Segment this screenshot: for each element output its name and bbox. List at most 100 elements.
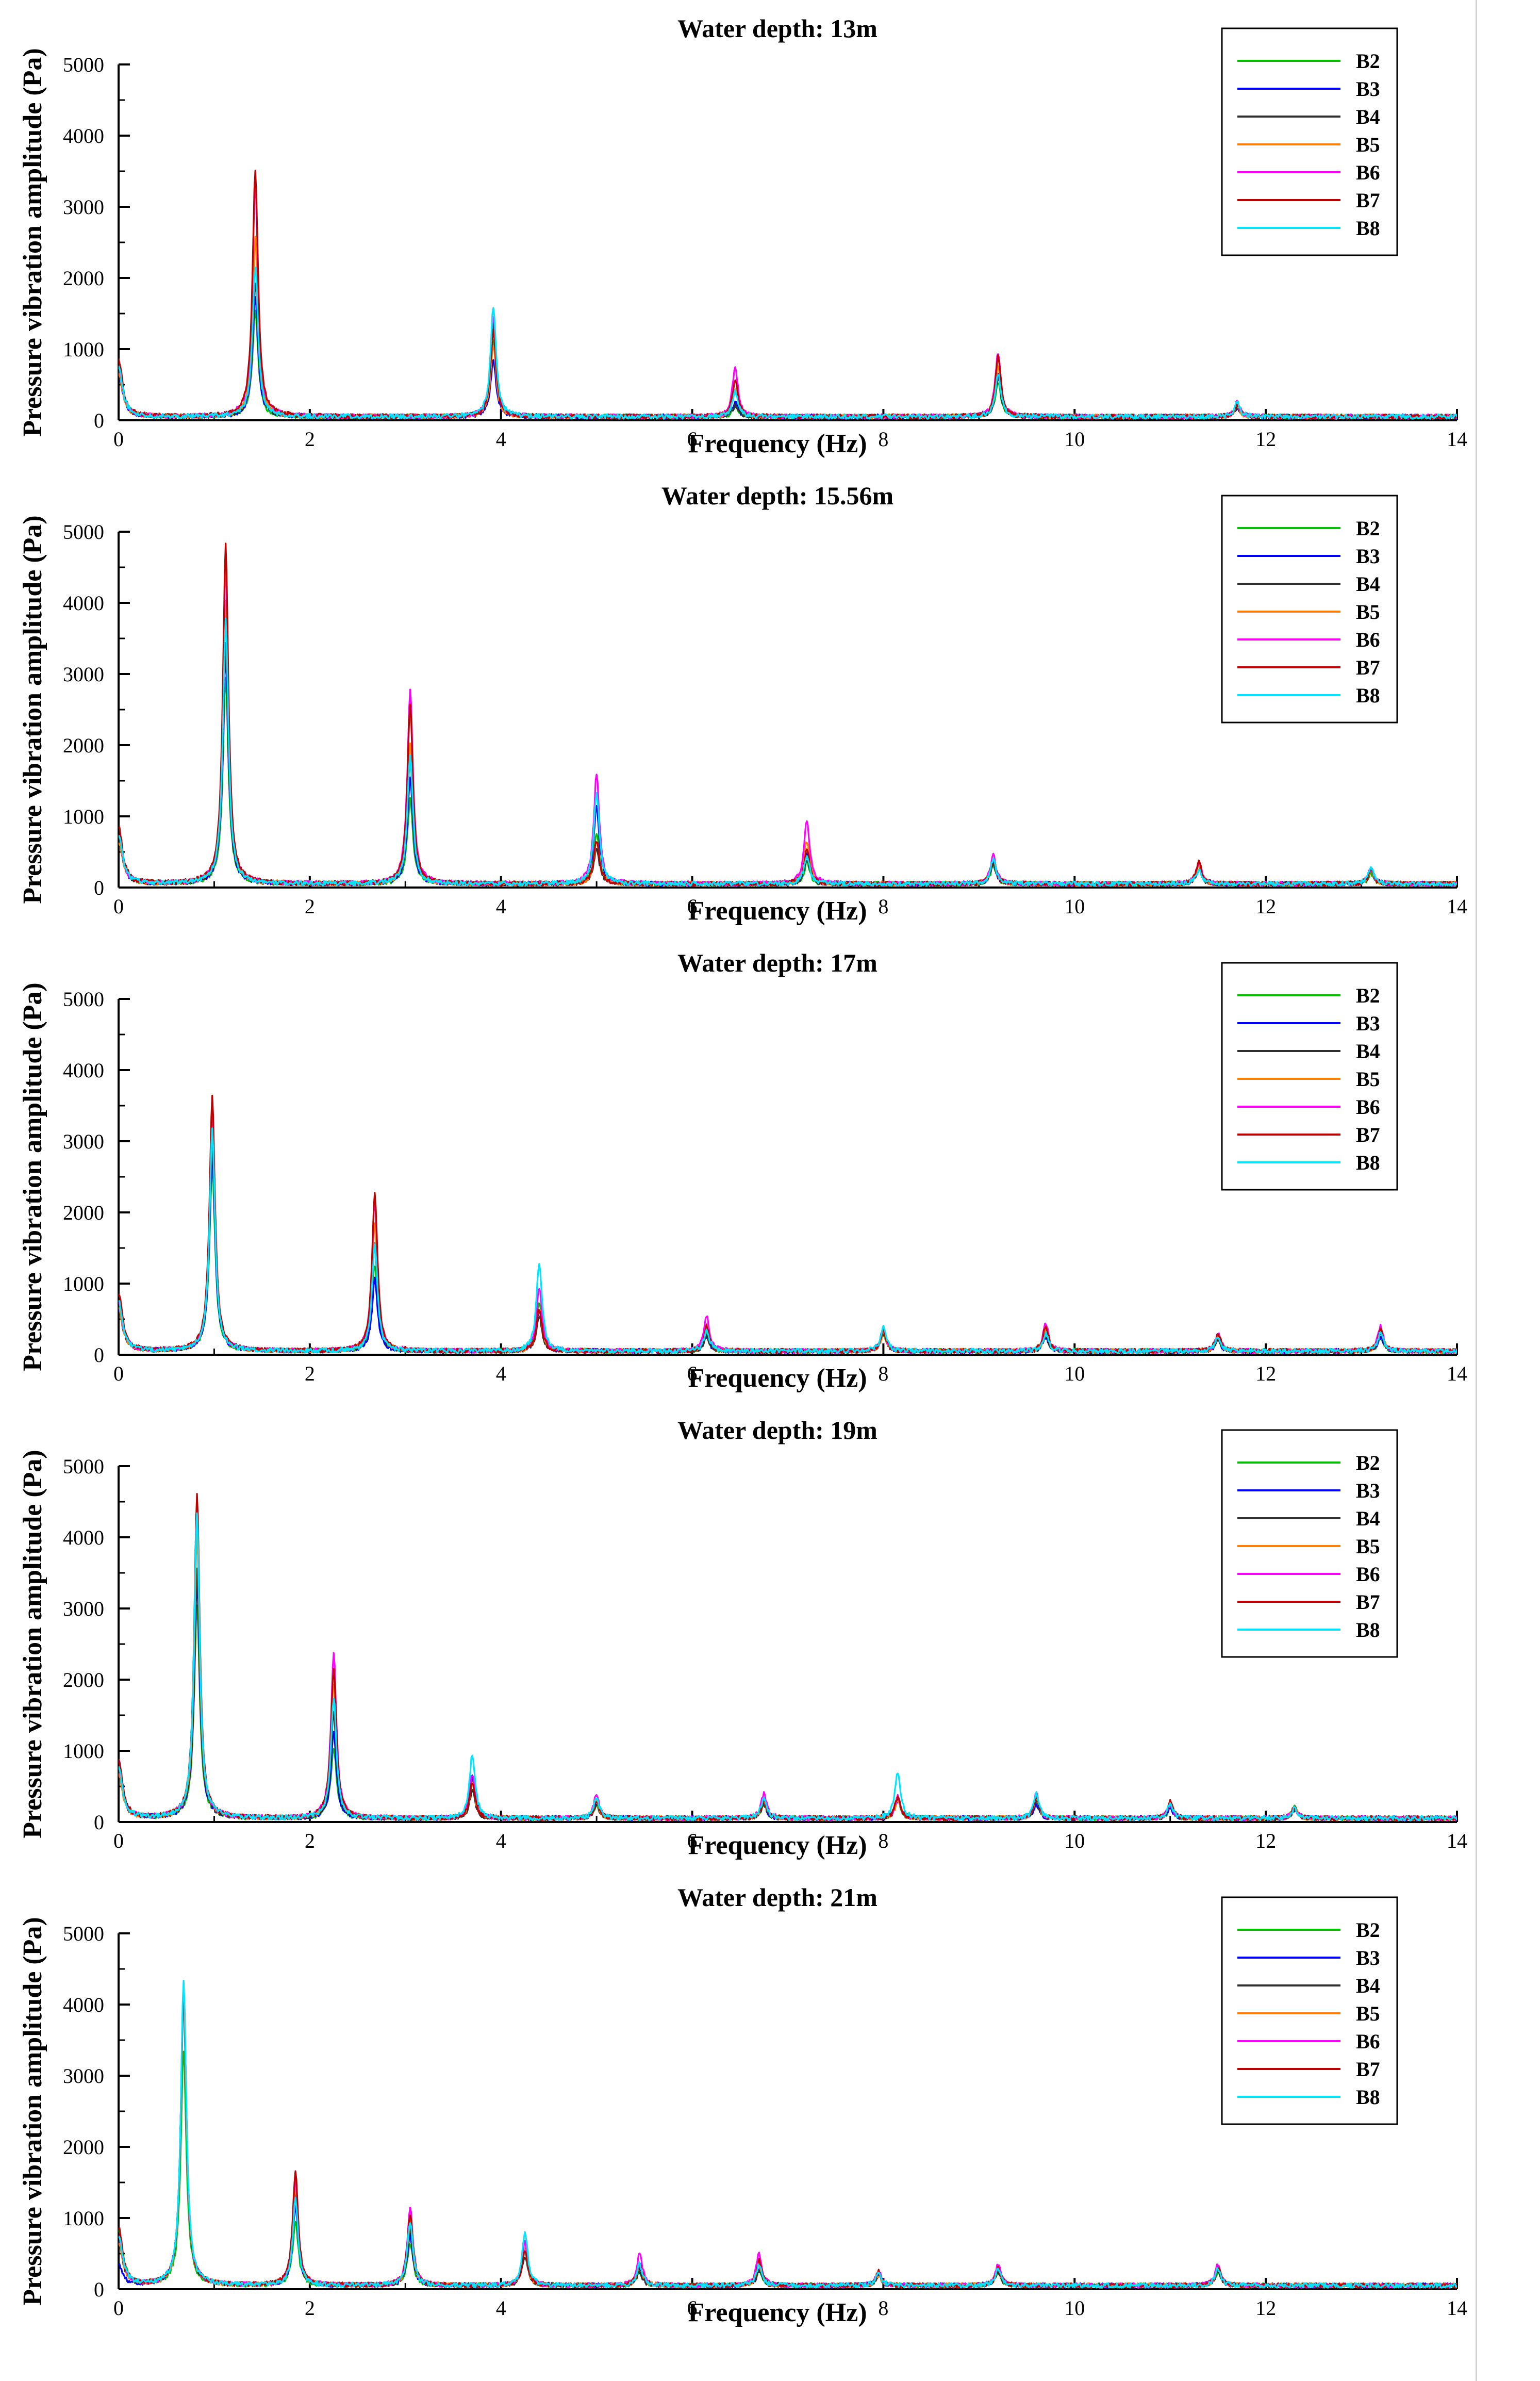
x-tick-label: 8 (878, 2296, 888, 2320)
legend-label-b5: B5 (1356, 2002, 1380, 2025)
legend-label-b6: B6 (1356, 628, 1380, 651)
series-line-b8 (119, 1127, 1457, 1354)
legend: B2 B3 B4 B5 B6 B7 B8 (1221, 962, 1398, 1191)
x-tick-label: 10 (1064, 428, 1085, 451)
x-tick-label: 10 (1064, 895, 1085, 918)
x-tick-label: 12 (1255, 1362, 1276, 1385)
legend-label-b3: B3 (1356, 1946, 1380, 1969)
y-tick-label: 4000 (63, 1526, 104, 1549)
legend: B2 B3 B4 B5 B6 B7 B8 (1221, 495, 1398, 724)
y-tick-label: 3000 (63, 1597, 104, 1620)
series-line-b8 (119, 618, 1457, 887)
legend-label-b5: B5 (1356, 133, 1380, 156)
legend-label-b2: B2 (1356, 1918, 1380, 1942)
legend-label-b7: B7 (1356, 1123, 1380, 1146)
x-tick-label: 6 (687, 1829, 698, 1852)
y-tick-label: 3000 (63, 195, 104, 219)
series-lines (119, 1094, 1457, 1354)
y-tick-label: 5000 (63, 1922, 104, 1945)
x-tick-label: 4 (496, 428, 506, 451)
legend-box (1221, 495, 1398, 724)
legend-label-b3: B3 (1356, 545, 1380, 568)
y-tick-label: 5000 (63, 1455, 104, 1478)
y-tick-label: 4000 (63, 1993, 104, 2016)
x-tick-label: 0 (113, 1362, 124, 1385)
chart-panel: Water depth: 21m Pressure vibration ampli… (0, 1869, 1540, 2336)
legend-label-b5: B5 (1356, 600, 1380, 623)
x-tick-label: 12 (1255, 428, 1276, 451)
series-line-b8 (119, 1512, 1457, 1821)
y-tick-label: 1000 (63, 338, 104, 361)
legend-label-b4: B4 (1356, 1507, 1380, 1530)
series-line-b8 (119, 1980, 1457, 2289)
series-line-b5 (119, 236, 1457, 420)
series-line-b8 (119, 266, 1457, 420)
x-tick-label: 2 (305, 1829, 315, 1852)
chart-svg: Water depth: 13m Pressure vibration ampli… (18, 14, 1467, 458)
chart-svg: Water depth: 21m Pressure vibration ampli… (18, 1883, 1467, 2327)
y-tick-label: 3000 (63, 663, 104, 686)
legend-label-b4: B4 (1356, 105, 1380, 128)
legend-label-b5: B5 (1356, 1068, 1380, 1091)
legend-label-b3: B3 (1356, 77, 1380, 101)
y-tick-label: 3000 (63, 2064, 104, 2088)
y-tick-label: 4000 (63, 592, 104, 615)
legend-label-b5: B5 (1356, 1535, 1380, 1558)
y-tick-label: 1000 (63, 1272, 104, 1295)
x-tick-label: 0 (113, 2296, 124, 2320)
series-line-b4 (119, 282, 1457, 420)
series-lines (119, 1980, 1457, 2289)
legend-label-b7: B7 (1356, 189, 1380, 212)
legend: B2 B3 B4 B5 B6 B7 B8 (1221, 1896, 1398, 2125)
legend-label-b8: B8 (1356, 1151, 1380, 1174)
chart-title: Water depth: 21m (677, 1883, 877, 1912)
x-tick-label: 10 (1064, 1829, 1085, 1852)
legend-label-b6: B6 (1356, 2030, 1380, 2053)
y-tick-label: 1000 (63, 2207, 104, 2230)
y-axis-label: Pressure vibration amplitude (Pa) (18, 515, 47, 904)
x-tick-label: 6 (687, 1362, 698, 1385)
series-lines (119, 543, 1457, 887)
y-tick-label: 0 (94, 876, 104, 899)
x-axis-label: Frequency (Hz) (688, 896, 867, 926)
y-axis-label: Pressure vibration amplitude (Pa) (18, 48, 47, 437)
y-tick-label: 2000 (63, 1668, 104, 1692)
x-tick-label: 2 (305, 2296, 315, 2320)
legend-label-b8: B8 (1356, 1618, 1380, 1641)
y-tick-label: 2000 (63, 267, 104, 290)
legend-label-b2: B2 (1356, 1451, 1380, 1474)
chart-svg: Water depth: 15.56m Pressure vibration am… (18, 481, 1467, 926)
legend: B2 B3 B4 B5 B6 B7 B8 (1221, 27, 1398, 256)
legend-label-b2: B2 (1356, 50, 1380, 73)
series-lines (119, 1493, 1457, 1821)
legend-label-b8: B8 (1356, 2086, 1380, 2109)
x-tick-label: 10 (1064, 1362, 1085, 1385)
series-line-b3 (119, 296, 1457, 420)
legend-box (1221, 1429, 1398, 1658)
x-tick-label: 14 (1447, 895, 1467, 918)
x-tick-label: 8 (878, 1829, 888, 1852)
x-tick-label: 4 (496, 895, 506, 918)
chart-panel: Water depth: 13m Pressure vibration ampli… (0, 0, 1540, 467)
x-tick-label: 12 (1255, 2296, 1276, 2320)
legend-label-b7: B7 (1356, 2058, 1380, 2081)
legend-label-b4: B4 (1356, 1040, 1380, 1063)
x-tick-label: 0 (113, 895, 124, 918)
x-tick-label: 8 (878, 428, 888, 451)
y-tick-label: 2000 (63, 1201, 104, 1224)
legend-label-b2: B2 (1356, 517, 1380, 540)
legend-label-b6: B6 (1356, 161, 1380, 184)
x-tick-label: 12 (1255, 895, 1276, 918)
legend-label-b3: B3 (1356, 1012, 1380, 1035)
x-tick-label: 14 (1447, 2296, 1467, 2320)
y-tick-label: 4000 (63, 1059, 104, 1082)
legend-label-b6: B6 (1356, 1563, 1380, 1586)
legend-label-b2: B2 (1356, 984, 1380, 1007)
x-axis-label: Frequency (Hz) (688, 1831, 867, 1860)
y-tick-label: 2000 (63, 2136, 104, 2159)
y-tick-label: 3000 (63, 1130, 104, 1153)
y-tick-label: 5000 (63, 988, 104, 1011)
x-tick-label: 6 (687, 2296, 698, 2320)
y-tick-label: 4000 (63, 124, 104, 147)
